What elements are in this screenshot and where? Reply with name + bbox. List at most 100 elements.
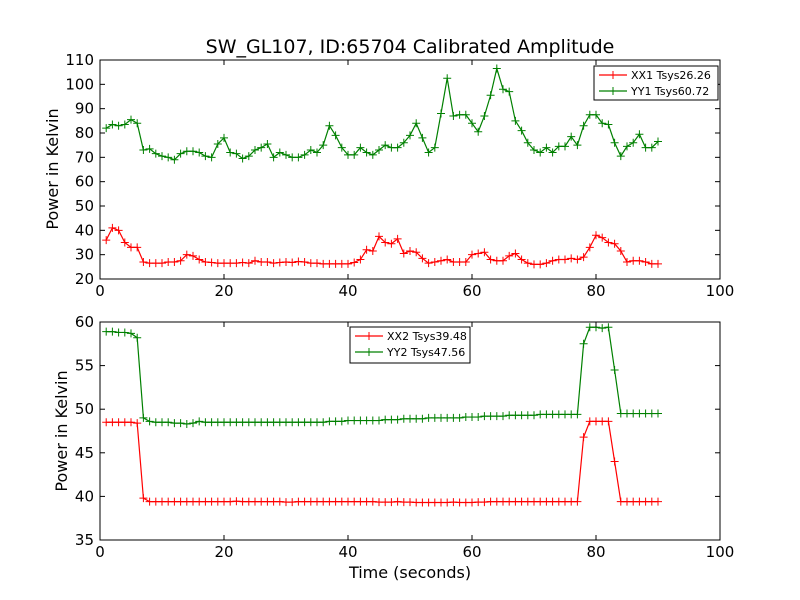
data-point-marker [418, 414, 427, 423]
data-point-marker [424, 148, 433, 157]
data-point-marker [300, 257, 309, 266]
data-point-marker [120, 328, 129, 337]
data-point-marker [263, 139, 272, 148]
data-point-marker [523, 138, 532, 147]
data-point-marker [511, 116, 520, 125]
data-point-marker [251, 256, 259, 265]
data-point-marker [399, 138, 408, 147]
data-point-marker [114, 226, 123, 235]
data-point-marker [635, 130, 644, 139]
data-point-marker [592, 231, 600, 240]
y-tick-label: 110 [65, 51, 94, 69]
data-point-marker [530, 146, 538, 155]
data-point-marker [232, 259, 241, 268]
data-point-marker [306, 146, 315, 155]
y-tick-label: 30 [75, 246, 94, 264]
data-point-marker [480, 111, 489, 120]
data-point-marker [424, 259, 433, 268]
y-tick-label: 50 [75, 400, 94, 418]
data-point-marker [517, 255, 526, 264]
legend-box [593, 65, 719, 101]
data-point-marker [654, 259, 662, 268]
data-point-marker [145, 144, 154, 153]
data-point-marker [616, 152, 625, 161]
data-point-marker [592, 110, 600, 119]
data-point-marker [387, 239, 396, 248]
data-point-marker [573, 497, 582, 506]
data-point-marker [474, 249, 483, 258]
legend-marker [365, 348, 373, 356]
data-point-marker [573, 141, 582, 150]
data-point-marker [182, 420, 191, 429]
data-point-marker [598, 233, 607, 242]
data-point-marker [133, 333, 142, 342]
data-point-marker [393, 234, 402, 243]
data-point-marker [331, 131, 340, 140]
bottom-subplot: Power in Kelvin 0 20 40 60 80 100 35 40 45 50 55 60… [52, 313, 734, 561]
series-1 [102, 64, 662, 164]
data-point-marker [567, 254, 576, 263]
x-axis-label: Time (seconds) [348, 563, 471, 582]
data-point-marker [474, 413, 483, 422]
data-point-marker [443, 255, 452, 264]
data-point-marker [127, 115, 135, 124]
data-point-marker [207, 258, 216, 267]
data-point-marker [604, 417, 613, 426]
data-point-marker [362, 245, 371, 254]
data-point-marker [108, 223, 117, 232]
data-point-marker [418, 254, 427, 263]
data-point-marker [195, 255, 204, 264]
data-point-marker [263, 257, 272, 266]
data-point-marker [610, 457, 619, 466]
x-tick-label: 60 [462, 543, 481, 561]
chart-title: SW_GL107, ID:65704 Calibrated Amplitude [206, 36, 615, 58]
data-point-marker [313, 148, 321, 157]
data-point-marker [257, 143, 266, 152]
data-point-marker [393, 415, 402, 424]
x-tick-label: 80 [586, 543, 605, 561]
x-tick-label: 100 [706, 543, 735, 561]
data-point-marker [176, 149, 185, 158]
data-point-marker [455, 413, 464, 422]
data-point-marker [461, 257, 470, 266]
data-point-marker [170, 155, 179, 164]
data-point-marker [189, 251, 197, 260]
top-y-axis-label: Power in Kelvin [43, 108, 62, 229]
top-subplot: Power in Kelvin 0 20 40 60 80 100203040506070… [43, 51, 734, 300]
legend-label: XX2 Tsys39.48 [387, 330, 467, 343]
data-point-marker [412, 248, 421, 257]
data-point-marker [641, 257, 650, 266]
series-0 [102, 417, 662, 507]
data-point-marker [585, 243, 594, 252]
x-tick-label: 40 [338, 543, 357, 561]
data-point-marker [406, 247, 414, 256]
data-point-marker [102, 124, 111, 133]
data-point-marker [350, 258, 359, 267]
data-point-marker [269, 153, 278, 162]
data-point-marker [647, 143, 656, 152]
legend: XX2 Tsys39.48 YY2 Tsys47.56 [349, 326, 471, 364]
data-point-marker [120, 120, 129, 129]
series-0 [102, 223, 662, 269]
data-point-marker [151, 149, 160, 158]
series-1 [102, 323, 662, 429]
x-tick-label: 20 [214, 543, 233, 561]
data-point-marker [474, 127, 483, 136]
data-point-marker [573, 410, 582, 419]
legend-marker [609, 87, 617, 95]
data-point-marker [120, 238, 129, 247]
data-point-marker [375, 146, 383, 155]
data-point-marker [158, 259, 166, 268]
data-point-marker [517, 126, 526, 135]
data-point-marker [610, 138, 619, 147]
data-point-marker [201, 152, 210, 161]
data-point-marker [182, 250, 191, 259]
legend-marker [365, 332, 373, 340]
data-point-marker [189, 419, 197, 428]
data-point-marker [468, 119, 476, 128]
data-point-marker [220, 133, 228, 142]
data-point-marker [536, 148, 545, 157]
data-point-marker [294, 153, 303, 162]
x-tick-label: 0 [95, 282, 105, 300]
